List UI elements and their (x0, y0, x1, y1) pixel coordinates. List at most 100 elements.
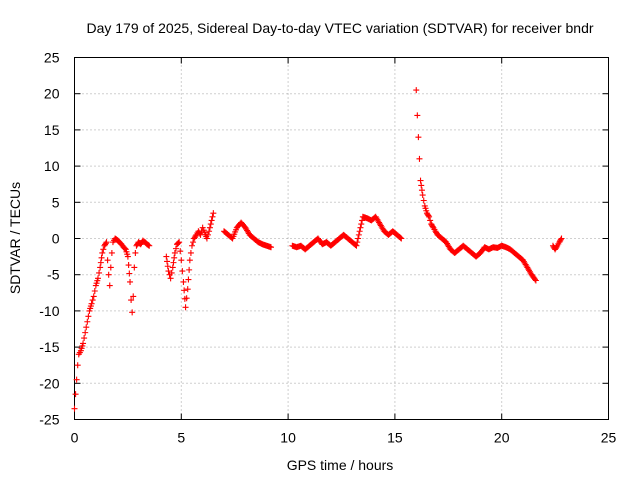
data-point-61 (125, 262, 132, 269)
data-point-36 (104, 257, 111, 264)
data-point-472 (553, 243, 560, 250)
data-point-90 (165, 268, 172, 275)
y-tick-label--25: -25 (39, 412, 59, 428)
y-axis-label: SDTVAR / TECUs (7, 182, 23, 294)
data-point-275 (355, 231, 362, 238)
data-point-98 (172, 245, 179, 252)
data-point-324 (397, 234, 404, 241)
y-tick-label--10: -10 (39, 303, 59, 319)
data-point-87 (163, 253, 170, 260)
data-point-3 (74, 362, 81, 369)
data-point-27 (97, 264, 104, 271)
data-point-328 (415, 134, 422, 141)
data-point-478 (558, 235, 565, 242)
chart-title: Day 179 of 2025, Sidereal Day-to-day VTE… (86, 20, 593, 36)
data-point-38 (106, 282, 113, 289)
data-point-100 (174, 240, 181, 247)
data-point-345 (429, 223, 436, 230)
data-point-272 (353, 242, 360, 249)
data-point-92 (167, 275, 174, 282)
data-point-86 (146, 242, 153, 249)
data-point-34 (102, 240, 109, 247)
data-point-28 (97, 259, 104, 266)
data-point-94 (169, 264, 176, 271)
data-point-11 (82, 329, 89, 336)
data-point-1 (72, 391, 79, 398)
data-point-66 (130, 293, 137, 300)
data-point-35 (103, 239, 110, 246)
y-tick-label-10: 10 (44, 158, 60, 174)
y-tick-label-25: 25 (44, 50, 60, 66)
data-point-330 (417, 177, 424, 184)
data-point-93 (168, 269, 175, 276)
data-point-134 (205, 231, 211, 238)
data-point-26 (96, 269, 103, 276)
y-tick-label-0: 0 (52, 231, 60, 247)
y-tick-label-20: 20 (44, 86, 60, 102)
data-point-95 (170, 259, 177, 266)
data-point-56 (122, 245, 129, 252)
data-point-64 (128, 297, 135, 304)
data-point-13 (84, 318, 91, 325)
data-point-101 (175, 239, 182, 246)
data-point-97 (171, 249, 178, 256)
data-point-105 (179, 268, 186, 275)
data-point-62 (126, 270, 133, 277)
x-tick-label-15: 15 (387, 430, 403, 446)
axis-ticks: 0 5 10 15 20 25 -25 -20 -15 -10 -5 0 5 10 15 20 25 (39, 50, 616, 446)
data-point-116 (188, 242, 195, 249)
x-tick-label-0: 0 (71, 430, 79, 446)
y-tick-label--15: -15 (39, 339, 59, 355)
y-tick-label--20: -20 (39, 375, 59, 391)
x-tick-label-5: 5 (177, 430, 185, 446)
data-point-465 (532, 276, 539, 283)
data-point-106 (180, 278, 187, 285)
x-tick-label-10: 10 (280, 430, 296, 446)
data-point-67 (131, 264, 138, 271)
data-point-19 (89, 297, 96, 304)
x-tick-label-25: 25 (601, 430, 617, 446)
data-point-327 (414, 112, 421, 119)
data-point-102 (176, 239, 183, 246)
y-tick-label-15: 15 (44, 122, 60, 138)
data-point-96 (171, 254, 178, 261)
data-point-466 (532, 277, 539, 284)
data-point-10 (81, 335, 88, 342)
data-point-103 (177, 248, 184, 255)
data-point-21 (91, 287, 98, 294)
y-tick-label--5: -5 (47, 267, 60, 283)
data-point-88 (164, 258, 171, 265)
data-point-89 (164, 263, 171, 270)
data-point-25 (94, 275, 101, 282)
data-point-12 (83, 324, 90, 331)
data-point-9 (80, 340, 87, 347)
data-point-60 (124, 253, 131, 260)
data-point-114 (186, 257, 193, 264)
data-point-274 (355, 235, 362, 242)
data-point-55 (121, 244, 128, 251)
data-point-279 (359, 217, 366, 224)
data-point-276 (356, 228, 363, 235)
data-point-140 (210, 210, 217, 217)
data-point-117 (190, 239, 197, 246)
data-point-136 (206, 224, 213, 231)
data-point-68 (132, 249, 139, 256)
data-point-340 (425, 212, 432, 219)
data-point-31 (100, 246, 107, 253)
data-point-14 (85, 313, 92, 320)
data-point-107 (181, 287, 188, 294)
data-point-37 (105, 271, 112, 278)
data-point-342 (427, 217, 434, 224)
data-point-65 (129, 309, 136, 316)
data-point-334 (420, 197, 427, 204)
data-point-138 (208, 217, 215, 224)
data-point-111 (184, 286, 191, 293)
grid (74, 57, 609, 420)
data-point-277 (357, 224, 364, 231)
data-point-29 (98, 254, 105, 261)
data-point-120 (192, 233, 199, 240)
data-point-112 (185, 276, 192, 283)
data-point-139 (209, 213, 216, 220)
y-tick-label-5: 5 (52, 194, 60, 210)
data-point-104 (178, 257, 185, 264)
